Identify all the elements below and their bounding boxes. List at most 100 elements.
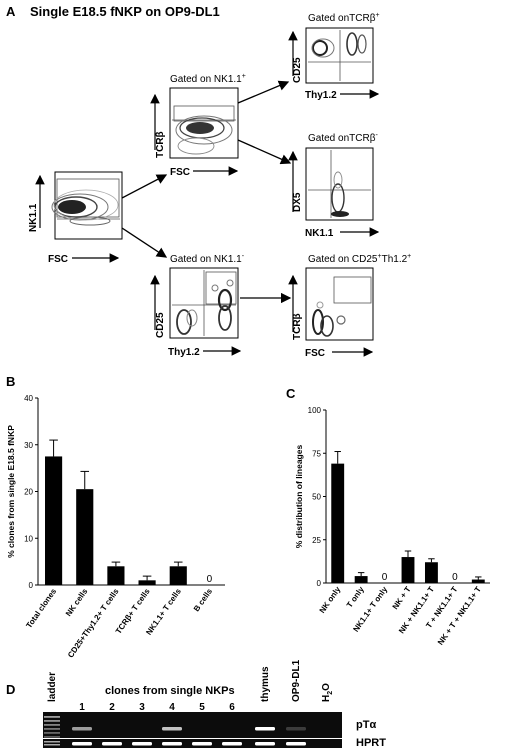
bar [401,557,415,583]
facs-plot-tcrb-fsc-cd25 [305,267,374,341]
gel-row-label-hprt: HPRT [356,737,386,748]
y-tick-label: 25 [312,536,321,545]
category-label: NK + T [391,585,413,611]
panel-a-title: Single E18.5 fNKP on OP9-DL1 [30,4,220,19]
gel-lane-labels: ladder 1 2 3 4 5 6 thymus OP9-DL1 H2O [47,659,334,713]
ladder-band [44,724,60,726]
category-label: Total clones [24,587,58,630]
gel-row-pta [43,712,342,738]
panel-b-letter: B [6,374,15,389]
y-tick-label: 10 [24,534,33,543]
y-tick-label: 50 [312,493,321,502]
chart-c: 0 25 50 75 100 % distribution of lineages NK o… [294,406,490,647]
band-pta [286,727,306,731]
bar [354,576,368,583]
facs-plot-tcrb-fsc [169,87,239,159]
gate-tcr-pos-x-label: Thy1.2 [305,90,337,101]
y-tick-label: 20 [24,488,33,497]
lane-label: 1 [79,702,85,713]
category-label: B cells [192,587,214,614]
band-hprt [162,742,182,746]
category-label: NK only [318,585,343,615]
gate-cd25-y-label: TCRβ [292,313,303,340]
y-tick-label: 30 [24,441,33,450]
y-tick-label: 100 [308,406,322,415]
band-pta [72,727,92,731]
gate-tcr-neg-y-label: DX5 [292,192,303,212]
gate-cd25-x-label: FSC [305,348,325,359]
facs-plot-nk1-fsc [51,171,123,240]
gate-cd25-title: Gated on CD25+Th1.2+ [308,253,411,265]
panel-d-letter: D [6,682,15,697]
y-axis-label: % distribution of lineages [294,445,304,549]
gate-tcr-neg-title: Gated onTCRβ- [308,132,378,144]
gate-arrow [237,139,292,165]
gate-tcr-pos-title: Gated onTCRβ+ [308,12,380,24]
gel-image [43,712,342,748]
band-pta [255,727,275,731]
gate-tcr-pos-y-label: CD25 [292,57,303,83]
gate-nk-pos-title: Gated on NK1.1+ [170,73,246,85]
band-hprt [222,742,242,746]
band-pta [162,727,182,731]
gate-nk-neg-x-label: Thy1.2 [168,347,200,358]
lane-label-thymus: thymus [260,666,271,702]
ladder-band [44,720,60,722]
first-plot-y-label: NK1.1 [28,203,39,232]
y-axis-label: % clones from single E18.5 fNKP [6,425,16,558]
band-hprt [132,742,152,746]
lane-label: 6 [229,702,235,713]
ladder-band [44,741,60,743]
bar [76,489,94,585]
facs-plot-cd25-thy12 [305,27,374,84]
lane-label: 2 [109,702,115,713]
gate-nk-neg-title: Gated on NK1.1- [170,253,245,265]
first-plot-x-label: FSC [48,254,68,265]
gate-tcr-neg-x-label: NK1.1 [305,228,334,239]
band-hprt [102,742,122,746]
y-tick-label: 0 [29,581,34,590]
value-label: 0 [452,572,458,583]
lane-label-op9: OP9-DL1 [291,659,302,702]
bar [45,456,63,585]
gate-arrow [237,80,290,104]
bar [424,562,438,583]
lane-label: 4 [169,702,175,713]
gate-nk-pos-y-label: TCRβ [155,131,166,158]
category-label: T only [345,585,366,610]
panel-c-letter: C [286,386,296,401]
lane-label-h2o: H2O [321,683,334,702]
lane-label: 5 [199,702,205,713]
facs-plot-dx5-nk11 [305,147,374,221]
bar [107,566,125,585]
band-hprt [192,742,212,746]
chart-b: 0 10 20 30 40 % clones from single E18.5 fNKP… [6,394,225,660]
gel-row-label-pta: pTα [356,719,376,731]
ladder-band [44,744,60,746]
y-tick-label: 0 [317,579,322,588]
band-hprt [286,742,306,746]
bar [471,579,485,583]
gate-nk-neg-y-label: CD25 [155,312,166,338]
category-label: NK cells [64,587,90,618]
gate-nk-pos-x-label: FSC [170,167,190,178]
ladder-band [44,728,60,730]
bar [331,463,345,583]
bar [138,580,156,585]
lane-label-ladder: ladder [47,672,58,702]
y-tick-label: 75 [312,449,321,458]
ladder-band [44,736,60,738]
lane-label: 3 [139,702,145,713]
value-label: 0 [207,574,213,585]
band-hprt [72,742,92,746]
facs-plot-cd25-thy12-nkneg [169,267,239,339]
ladder-band [44,732,60,734]
y-tick-label: 40 [24,394,33,403]
ladder-band [44,716,60,718]
gate-arrow [121,174,168,199]
bar [169,566,187,585]
panel-a-letter: A [6,4,16,19]
category-label: NK + T + NK1.1+ T [436,585,483,647]
